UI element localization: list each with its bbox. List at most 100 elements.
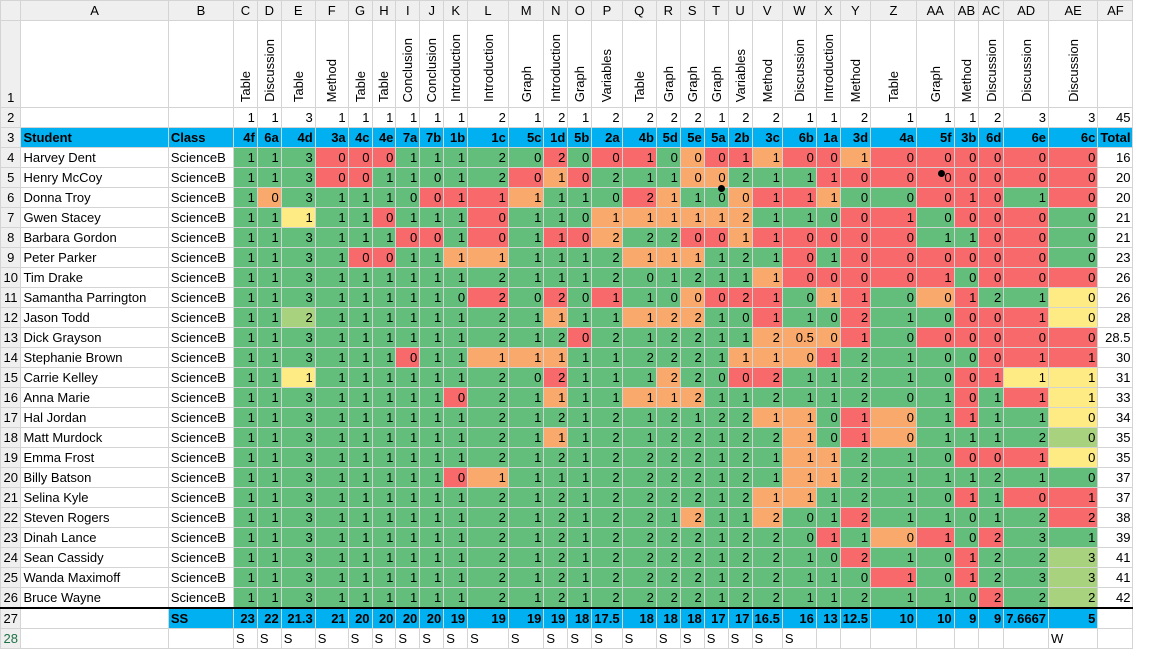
total-cell[interactable]: 42 <box>1097 587 1134 609</box>
max-mark-cell[interactable]: 2 <box>978 107 1005 128</box>
score-cell[interactable]: 0 <box>507 287 545 308</box>
score-cell[interactable]: 2 <box>727 287 753 308</box>
score-cell[interactable]: 1 <box>395 287 421 308</box>
score-cell[interactable]: 2 <box>1048 587 1099 609</box>
column-header-i[interactable]: I <box>395 0 421 21</box>
class-cell[interactable]: ScienceB <box>167 507 234 528</box>
score-cell[interactable]: 0 <box>419 187 445 208</box>
score-cell[interactable]: 1 <box>1003 287 1050 308</box>
student-name-cell[interactable]: Henry McCoy <box>20 167 169 188</box>
flag-cell[interactable]: S <box>507 628 545 649</box>
score-cell[interactable]: 2 <box>978 467 1005 488</box>
max-mark-cell[interactable] <box>20 107 169 128</box>
row-header-23[interactable]: 23 <box>0 527 22 548</box>
score-cell[interactable]: 2 <box>621 547 657 568</box>
empty-cell[interactable] <box>20 607 169 629</box>
score-cell[interactable]: 1 <box>347 287 373 308</box>
class-cell[interactable]: ScienceB <box>167 467 234 488</box>
score-cell[interactable]: 1 <box>781 587 817 609</box>
score-cell[interactable]: 1 <box>727 227 753 248</box>
column-header-a[interactable]: A <box>20 0 169 21</box>
score-cell[interactable]: 1 <box>232 547 258 568</box>
score-cell[interactable]: 1 <box>781 387 817 408</box>
score-cell[interactable]: 1 <box>679 247 705 268</box>
empty-cell[interactable] <box>1097 607 1134 629</box>
score-cell[interactable]: 1 <box>314 307 349 328</box>
score-cell[interactable]: 1 <box>1048 387 1099 408</box>
score-cell[interactable]: 1 <box>703 587 729 609</box>
score-cell[interactable]: 0 <box>347 167 373 188</box>
score-cell[interactable]: 2 <box>1003 587 1050 609</box>
score-cell[interactable]: 1 <box>232 187 258 208</box>
score-cell[interactable]: 1 <box>915 467 955 488</box>
score-cell[interactable]: 1 <box>915 527 955 548</box>
score-cell[interactable]: 1 <box>395 427 421 448</box>
score-cell[interactable]: 0 <box>915 487 955 508</box>
score-cell[interactable]: 0 <box>870 267 917 288</box>
max-mark-cell[interactable]: 1 <box>703 107 729 128</box>
score-cell[interactable]: 1 <box>567 347 593 368</box>
student-name-cell[interactable]: Emma Frost <box>20 447 169 468</box>
score-cell[interactable]: 1 <box>443 327 469 348</box>
score-cell[interactable]: 2 <box>978 287 1005 308</box>
score-cell[interactable]: 0 <box>395 347 421 368</box>
score-cell[interactable]: 1 <box>443 167 469 188</box>
score-cell[interactable]: 1 <box>314 267 349 288</box>
score-cell[interactable]: 0 <box>915 307 955 328</box>
question-type-cell[interactable]: Introduction <box>815 20 841 108</box>
score-cell[interactable]: 2 <box>543 327 569 348</box>
score-cell[interactable]: 3 <box>280 267 316 288</box>
class-cell[interactable]: ScienceB <box>167 487 234 508</box>
total-cell[interactable]: 20 <box>1097 187 1134 208</box>
score-cell[interactable]: 1 <box>371 167 397 188</box>
score-cell[interactable]: 3 <box>1048 567 1099 588</box>
score-cell[interactable]: 1 <box>507 567 545 588</box>
row-header-12[interactable]: 12 <box>0 307 22 328</box>
flag-cell[interactable]: S <box>467 628 509 649</box>
score-cell[interactable]: 1 <box>543 247 569 268</box>
score-cell[interactable]: 1 <box>347 527 373 548</box>
score-cell[interactable]: 1 <box>371 427 397 448</box>
score-cell[interactable]: 1 <box>839 287 872 308</box>
score-cell[interactable]: 1 <box>232 147 258 168</box>
score-cell[interactable]: 0 <box>703 287 729 308</box>
score-cell[interactable]: 1 <box>567 467 593 488</box>
score-cell[interactable]: 2 <box>543 367 569 388</box>
score-cell[interactable]: 0 <box>815 307 841 328</box>
class-cell[interactable]: ScienceB <box>167 327 234 348</box>
score-cell[interactable]: 0 <box>1048 207 1099 228</box>
score-cell[interactable]: 2 <box>467 547 509 568</box>
score-cell[interactable]: 1 <box>727 267 753 288</box>
class-cell[interactable]: ScienceB <box>167 167 234 188</box>
score-cell[interactable]: 0 <box>419 227 445 248</box>
score-cell[interactable]: 2 <box>655 447 681 468</box>
score-cell[interactable]: 1 <box>232 487 258 508</box>
score-cell[interactable]: 1 <box>347 567 373 588</box>
total-cell[interactable]: 21 <box>1097 207 1134 228</box>
score-cell[interactable]: 0 <box>567 327 593 348</box>
question-type-cell[interactable]: Method <box>751 20 783 108</box>
total-cell[interactable]: 39 <box>1097 527 1134 548</box>
score-cell[interactable]: 3 <box>280 347 316 368</box>
student-row[interactable]: 10 Tim Drake ScienceB 1 1 3 1 1 1 1 1 1 2 1 1 1 2 0 1 2 1 1 1 0… <box>0 267 1159 288</box>
total-cell[interactable]: 16 <box>1097 147 1134 168</box>
summary-value-cell[interactable]: 23 <box>232 607 258 629</box>
summary-value-cell[interactable]: 9 <box>953 607 980 629</box>
score-cell[interactable]: 2 <box>543 407 569 428</box>
score-cell[interactable]: 1 <box>781 467 817 488</box>
score-cell[interactable]: 2 <box>655 307 681 328</box>
student-name-cell[interactable]: Carrie Kelley <box>20 367 169 388</box>
score-cell[interactable]: 1 <box>314 587 349 609</box>
score-cell[interactable]: 0 <box>1003 147 1050 168</box>
score-cell[interactable]: 1 <box>467 247 509 268</box>
score-cell[interactable]: 0 <box>815 327 841 348</box>
question-code-header[interactable]: 4b <box>621 127 657 148</box>
class-cell[interactable]: ScienceB <box>167 307 234 328</box>
score-cell[interactable]: 2 <box>679 527 705 548</box>
column-header-d[interactable]: D <box>256 0 282 21</box>
row-header-24[interactable]: 24 <box>0 547 22 568</box>
score-cell[interactable]: 1 <box>419 447 445 468</box>
score-cell[interactable]: 0 <box>915 287 955 308</box>
score-cell[interactable]: 1 <box>543 167 569 188</box>
empty-cell[interactable] <box>1097 628 1134 649</box>
